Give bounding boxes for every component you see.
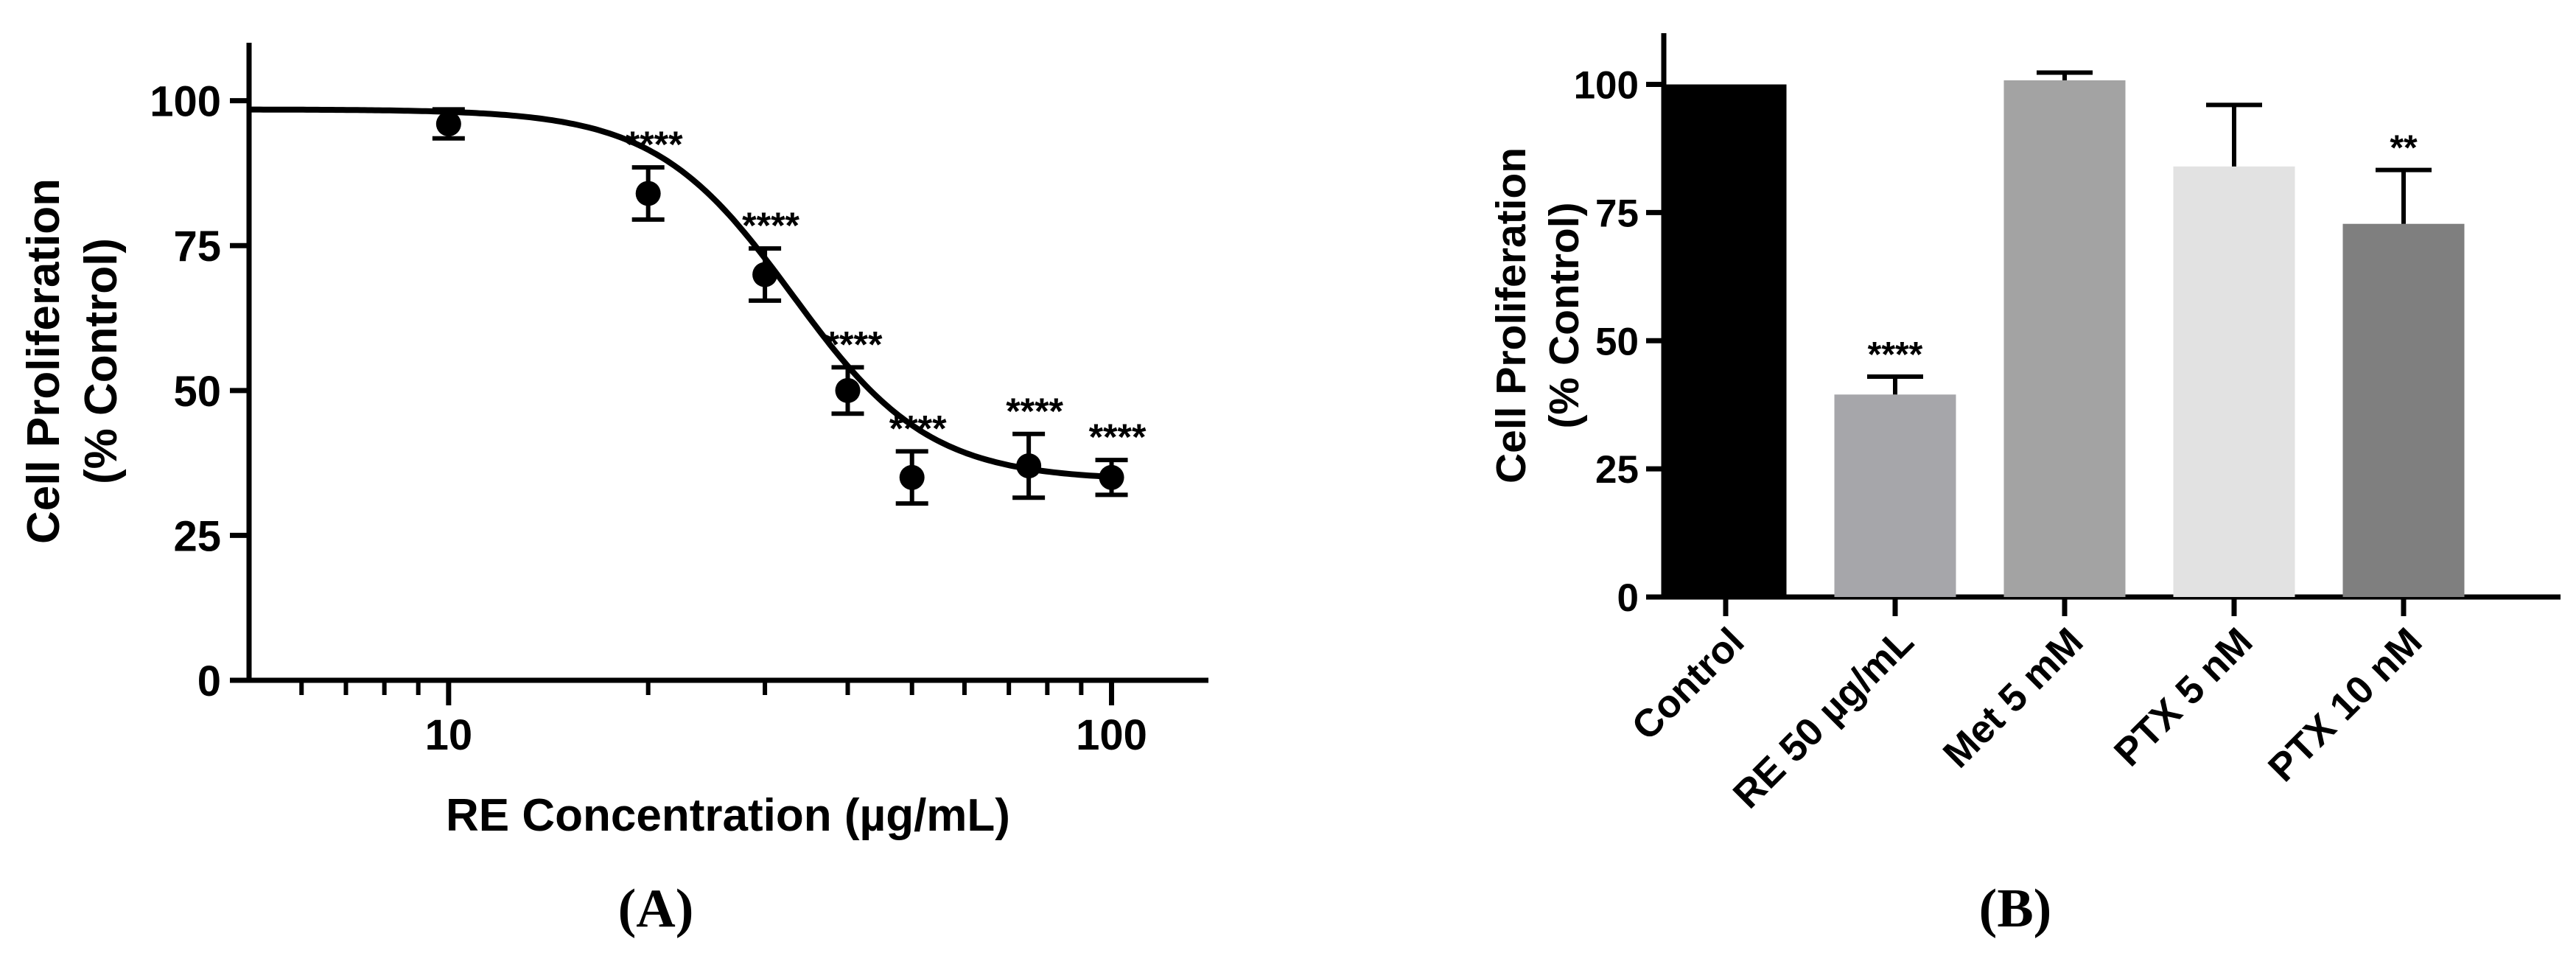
data-point <box>752 262 778 287</box>
significance-label: **** <box>1089 416 1147 458</box>
y-tick-label: 100 <box>150 78 221 126</box>
significance-label: **** <box>1868 335 1923 374</box>
y-tick-label: 25 <box>173 512 221 560</box>
panel-a-y-axis-label: Cell Proliferation (% Control) <box>18 178 127 544</box>
significance-label: **** <box>825 324 883 365</box>
y-tick-label: 50 <box>173 368 221 416</box>
data-point <box>1099 464 1124 490</box>
panel-a-fit-curve <box>249 106 1116 481</box>
x-tick-label: 100 <box>1076 711 1147 759</box>
bar <box>1665 84 1787 597</box>
panel-b-y-ticks: 0 25 50 75 100 <box>1574 64 1664 620</box>
data-point <box>835 377 861 403</box>
y-tick-label: 75 <box>173 223 221 270</box>
data-point <box>435 111 461 137</box>
data-point <box>899 464 925 490</box>
bar <box>2003 80 2126 598</box>
panel-a-x-ticks: 10 100 <box>299 680 1147 759</box>
panel-b-label: (B) <box>1979 879 2052 939</box>
panel-a-data-points: **** **** **** **** **** **** <box>432 107 1147 506</box>
panel-b-y-axis-label-line1: Cell Proliferation <box>1488 147 1535 484</box>
panel-a-y-axis-label-line2: (% Control) <box>76 238 127 484</box>
y-tick-label: 75 <box>1595 192 1639 235</box>
bar <box>1834 394 1956 597</box>
x-tick-label: 10 <box>425 711 473 759</box>
panel-b-y-axis-label: Cell Proliferation (% Control) <box>1488 147 1588 484</box>
data-point <box>635 181 661 206</box>
significance-label: ** <box>2390 129 2418 168</box>
data-point <box>1016 453 1042 479</box>
significance-label: **** <box>742 205 799 246</box>
y-tick-label: 100 <box>1574 64 1639 108</box>
x-tick-label: PTX 5 nM <box>2106 620 2261 775</box>
panel-a-label: (A) <box>618 879 694 939</box>
panel-a-x-axis-label: RE Concentration (µg/mL) <box>446 790 1010 841</box>
bar <box>2173 166 2295 597</box>
panel-a-y-ticks: 0 25 50 75 100 <box>150 78 249 705</box>
panel-b-bars: ****** <box>1665 70 2465 598</box>
y-tick-label: 50 <box>1595 320 1639 363</box>
x-tick-label: Met 5 mM <box>1935 620 2091 776</box>
panel-b-y-axis-label-line2: (% Control) <box>1541 202 1588 428</box>
x-tick-label: Control <box>1624 620 1753 749</box>
significance-label: **** <box>889 408 947 449</box>
x-tick-label: PTX 10 nM <box>2260 620 2430 790</box>
significance-label: **** <box>1006 391 1063 432</box>
x-tick-label: RE 50 µg/mL <box>1725 620 1922 817</box>
panel-a-y-axis-label-line1: Cell Proliferation <box>18 178 69 544</box>
bar <box>2342 223 2465 597</box>
significance-label: **** <box>626 124 683 165</box>
y-tick-label: 25 <box>1595 448 1639 492</box>
y-tick-label: 0 <box>1617 576 1639 620</box>
y-tick-label: 0 <box>197 657 221 705</box>
